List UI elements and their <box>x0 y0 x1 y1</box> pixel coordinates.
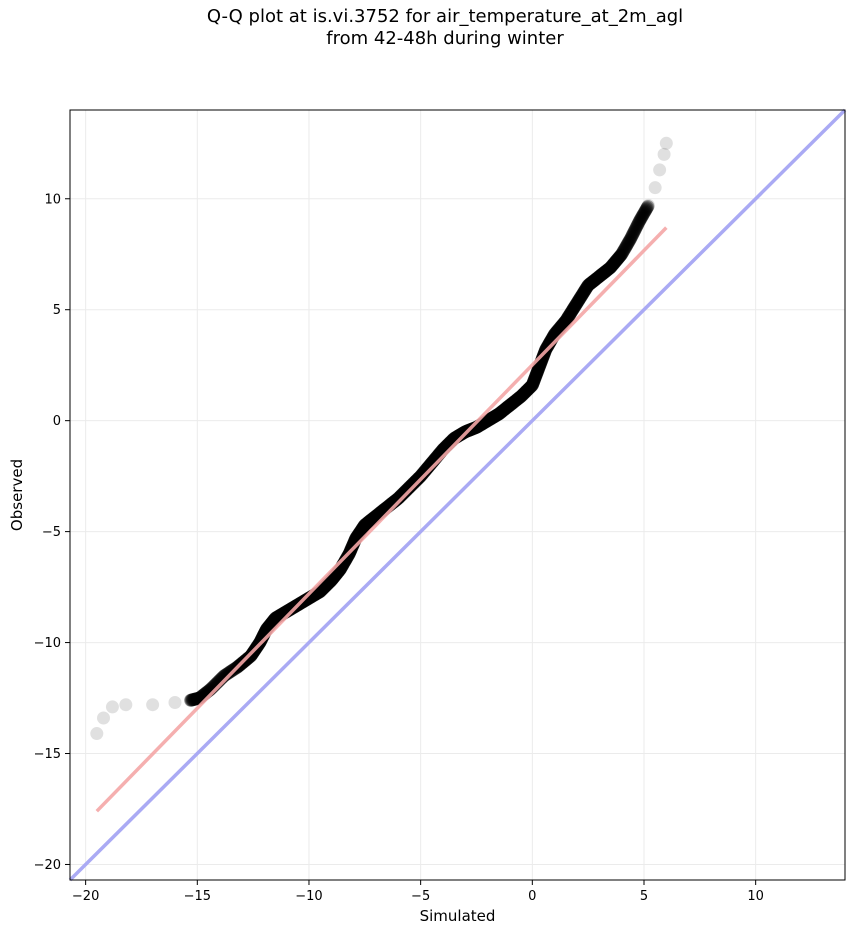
qq-point <box>616 245 630 259</box>
qq-point <box>90 727 104 741</box>
qq-point <box>618 242 632 256</box>
x-tick-label: −20 <box>72 889 99 904</box>
x-tick-label: −15 <box>184 889 211 904</box>
x-tick-label: −5 <box>411 889 430 904</box>
reference-lines <box>68 108 847 882</box>
qq-point <box>186 693 200 707</box>
qq-point <box>623 233 637 247</box>
qq-point <box>119 698 133 712</box>
qq-point <box>632 215 646 229</box>
qq-point <box>648 181 662 195</box>
qq-point <box>186 693 200 707</box>
qq-point <box>168 695 182 709</box>
qq-point <box>617 243 631 257</box>
qq-point <box>657 147 671 161</box>
qq-point <box>189 692 203 706</box>
qq-point <box>659 136 673 150</box>
qq-point <box>640 202 654 216</box>
qq-point <box>146 698 160 712</box>
qq-point <box>621 236 635 250</box>
qq-point <box>627 225 641 239</box>
quantile-points <box>90 136 673 741</box>
qq-point <box>614 248 628 262</box>
qq-point <box>637 206 651 220</box>
y-tick-label: −5 <box>42 525 61 540</box>
qq-point <box>188 692 202 706</box>
qq-point <box>628 223 642 237</box>
qq-point <box>184 693 198 707</box>
qq-point <box>638 204 652 218</box>
qq-point <box>191 692 205 706</box>
x-tick-label: 10 <box>747 889 764 904</box>
qq-point <box>189 692 203 706</box>
y-tick-label: −15 <box>34 747 61 762</box>
qq-point <box>620 237 634 251</box>
qq-point <box>625 229 639 243</box>
qq-point <box>636 208 650 222</box>
plot-frame <box>69 109 846 881</box>
y-tick-label: −20 <box>34 858 61 873</box>
qq-point <box>626 228 640 242</box>
qq-point <box>187 692 201 706</box>
qq-point <box>634 212 648 226</box>
qq-point <box>619 239 633 253</box>
qq-point <box>184 693 198 707</box>
y-tick-label: −10 <box>34 636 61 651</box>
chart-title-line1: Q-Q plot at is.vi.3752 for air_temperatu… <box>206 6 684 27</box>
y-tick-label: 0 <box>53 414 61 429</box>
chart-title: Q-Q plot at is.vi.3752 for air_temperatu… <box>0 6 854 50</box>
qq-point <box>220 667 234 681</box>
qq-point <box>629 220 643 234</box>
qq-point <box>105 700 119 714</box>
qq-point <box>624 232 638 246</box>
qq-point <box>627 224 641 238</box>
qq-point <box>622 235 636 249</box>
qq-point <box>630 219 644 233</box>
qq-point <box>631 218 645 232</box>
qq-point <box>634 211 648 225</box>
qq-point <box>633 214 647 228</box>
chart-title-line2: from 42-48h during winter <box>326 28 564 49</box>
qq-point <box>639 203 653 217</box>
qq-point <box>631 216 645 230</box>
x-tick-label: −10 <box>295 889 322 904</box>
qq-point <box>190 692 204 706</box>
x-tick-label: 0 <box>528 889 536 904</box>
qq-point <box>629 222 643 236</box>
qq-point <box>624 230 638 244</box>
qq-point <box>638 205 652 219</box>
identity-line <box>68 108 847 882</box>
qq-point <box>185 693 199 707</box>
qq-point <box>221 666 235 680</box>
qq-point <box>615 246 629 260</box>
qq-point <box>615 247 629 261</box>
qq-point <box>617 244 631 258</box>
y-axis-label: Observed <box>8 459 26 531</box>
x-tick-label: 5 <box>640 889 648 904</box>
qq-point <box>635 210 649 224</box>
axis-ticks: −20 −15 −10 −5 0 5 10 −20 −15 −10 −5 0 5 10 <box>34 192 764 904</box>
qq-point <box>187 692 201 706</box>
qq-point <box>641 200 655 214</box>
qq-point <box>97 711 111 725</box>
qq-point <box>626 227 640 241</box>
qq-point <box>618 241 632 255</box>
x-axis-label: Simulated <box>420 907 496 925</box>
qq-point <box>633 213 647 227</box>
qq-point <box>640 201 654 215</box>
y-tick-label: 5 <box>53 303 61 318</box>
fit-line <box>95 226 668 813</box>
y-tick-label: 10 <box>44 192 61 207</box>
qq-point <box>641 198 655 212</box>
qq-point <box>636 207 650 221</box>
qq-point <box>620 238 634 252</box>
qq-point <box>653 163 667 177</box>
qq-point <box>622 234 636 248</box>
